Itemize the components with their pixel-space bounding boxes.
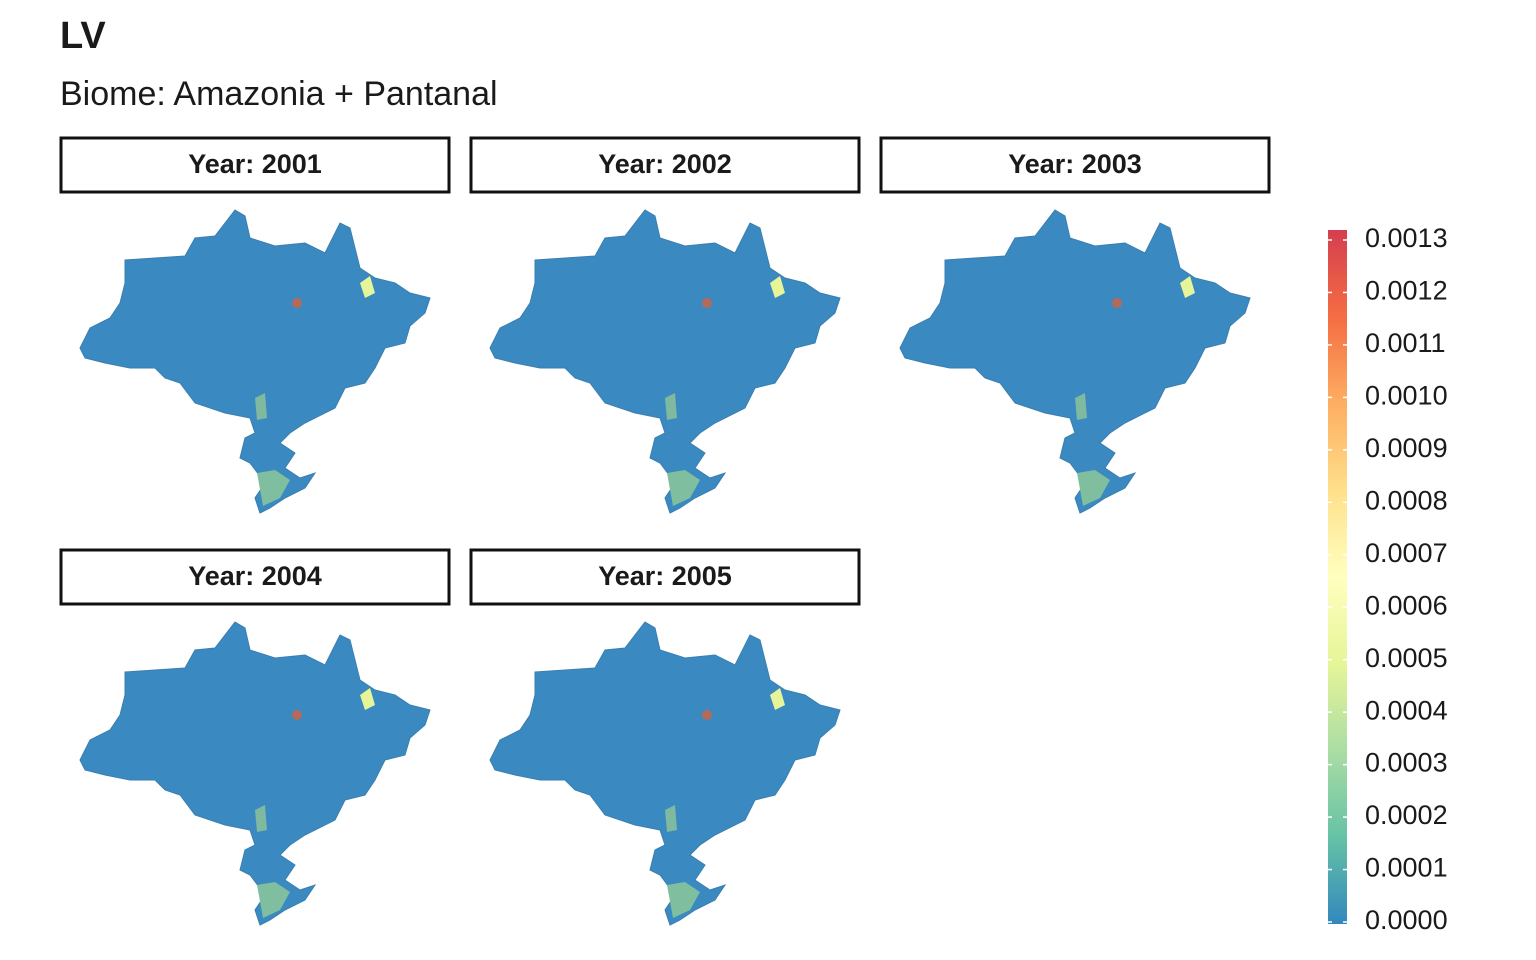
- map: [489, 621, 841, 926]
- facet-strip: [59, 548, 451, 606]
- tick-label: 0.0012: [1365, 276, 1448, 306]
- map: [899, 209, 1251, 514]
- map: [489, 209, 841, 514]
- facet-strip: [469, 136, 861, 194]
- tick-label: 0.0000: [1365, 905, 1448, 935]
- facet-label: Year: 2005: [598, 561, 732, 591]
- tick-label: 0.0010: [1365, 381, 1448, 411]
- tick-label: 0.0006: [1365, 590, 1448, 620]
- facet-label: Year: 2003: [1008, 149, 1142, 179]
- facet-label: Year: 2004: [188, 561, 322, 591]
- facet-label: Year: 2001: [188, 149, 322, 179]
- tick-label: 0.0007: [1365, 538, 1448, 568]
- tick-label: 0.0013: [1365, 223, 1448, 253]
- facet-label: Year: 2002: [598, 149, 732, 179]
- colorbar: [1328, 230, 1347, 924]
- tick-label: 0.0002: [1365, 800, 1448, 830]
- subtitle: Biome: Amazonia + Pantanal: [60, 75, 498, 113]
- map: [79, 621, 431, 926]
- tick-label: 0.0009: [1365, 433, 1448, 463]
- facet-strip: [59, 136, 451, 194]
- map: [79, 209, 431, 514]
- tick-label: 0.0005: [1365, 643, 1448, 673]
- facet-strip: [469, 548, 861, 606]
- tick-label: 0.0004: [1365, 695, 1448, 725]
- tick-label: 0.0001: [1365, 853, 1448, 883]
- facet-strip: [879, 136, 1271, 194]
- tick-label: 0.0008: [1365, 485, 1448, 515]
- tick-label: 0.0011: [1365, 328, 1446, 358]
- tick-label: 0.0003: [1365, 748, 1448, 778]
- title: LV: [60, 15, 106, 57]
